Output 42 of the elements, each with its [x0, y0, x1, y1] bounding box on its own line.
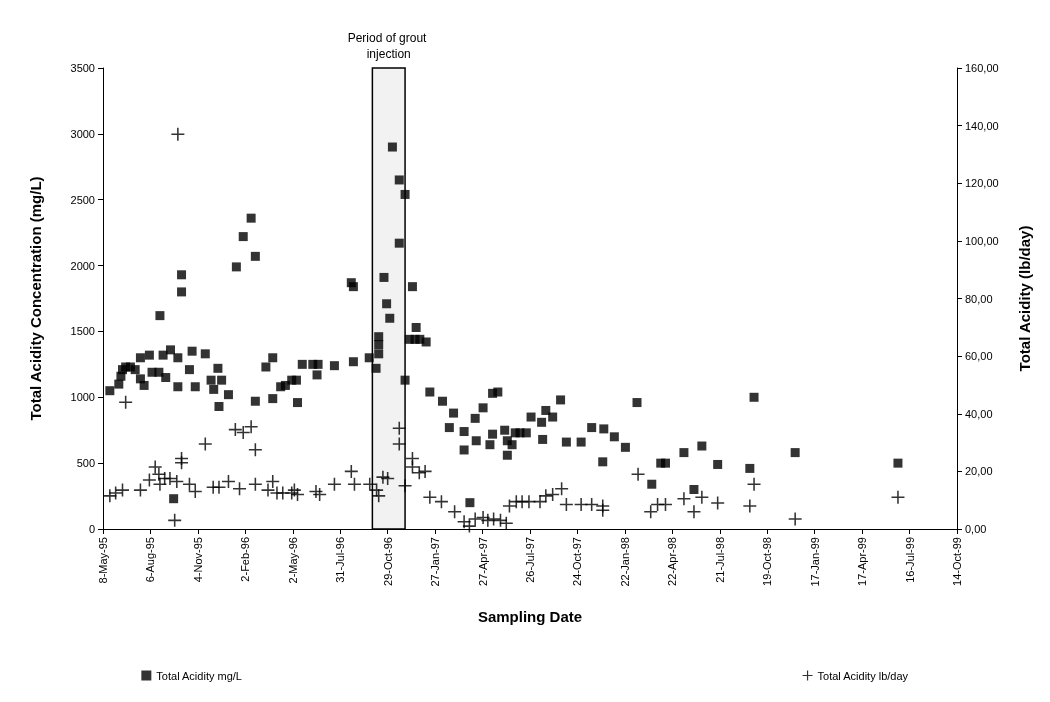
y2-tick-label: 120,00	[965, 177, 999, 190]
x-tick-label: 2-Feb-96	[239, 537, 252, 582]
legend-label: Total Acidity lb/day	[817, 669, 909, 682]
y2-tick-label: 160,00	[965, 62, 999, 74]
y-tick-label: 2000	[70, 259, 95, 272]
y-tick-label: 2500	[70, 193, 95, 206]
x-tick-label: 17-Jan-99	[808, 537, 821, 587]
x-tick-label: 17-Apr-99	[856, 537, 869, 586]
x-tick-label: 4-Nov-95	[191, 537, 204, 583]
x-tick-label: 8-May-95	[97, 537, 109, 584]
x-tick-label: 6-Aug-95	[144, 537, 157, 583]
x-tick-label: 29-Oct-96	[381, 537, 394, 586]
y2-tick-label: 80,00	[965, 292, 993, 305]
x-tick-label: 27-Jan-97	[429, 537, 442, 587]
y2-tick-label: 140,00	[965, 119, 999, 132]
y-axis-title: Total Acidity Concentration (mg/L)	[27, 176, 44, 421]
x-tick-label: 26-Jul-97	[524, 537, 536, 583]
y-tick-label: 3500	[70, 62, 95, 74]
x-axis-title: Sampling Date	[477, 608, 583, 625]
y-tick-label: 3000	[70, 127, 95, 140]
y2-tick-label: 100,00	[965, 234, 999, 247]
y2-tick-label: 0,00	[965, 523, 987, 535]
y2-tick-label: 20,00	[965, 465, 993, 478]
y2-tick-label: 40,00	[965, 407, 993, 420]
x-tick-label: 22-Jan-98	[618, 537, 631, 587]
x-tick-label: 24-Oct-97	[571, 537, 584, 586]
x-tick-label: 16-Jul-99	[903, 537, 916, 583]
x-tick-label: 31-Jul-96	[334, 537, 347, 583]
x-tick-label: 14-Oct-99	[951, 537, 963, 586]
y2-tick-label: 60,00	[965, 350, 993, 363]
y2-axis-title: Total Acidity (lb/day)	[1016, 225, 1033, 372]
legend-label: Total Acidity mg/L	[156, 669, 242, 682]
band-label: Period of grout injection	[347, 31, 430, 62]
x-tick-label: 27-Apr-97	[476, 537, 489, 586]
x-tick-label: 21-Jul-98	[713, 537, 726, 583]
x-tick-label: 2-May-96	[286, 537, 299, 584]
y-tick-label: 0	[88, 523, 95, 535]
y-tick-label: 1500	[70, 325, 95, 338]
y-tick-label: 1000	[70, 391, 95, 404]
x-tick-label: 19-Oct-98	[761, 537, 774, 586]
y-tick-label: 500	[76, 457, 95, 470]
x-tick-label: 22-Apr-98	[666, 537, 679, 586]
